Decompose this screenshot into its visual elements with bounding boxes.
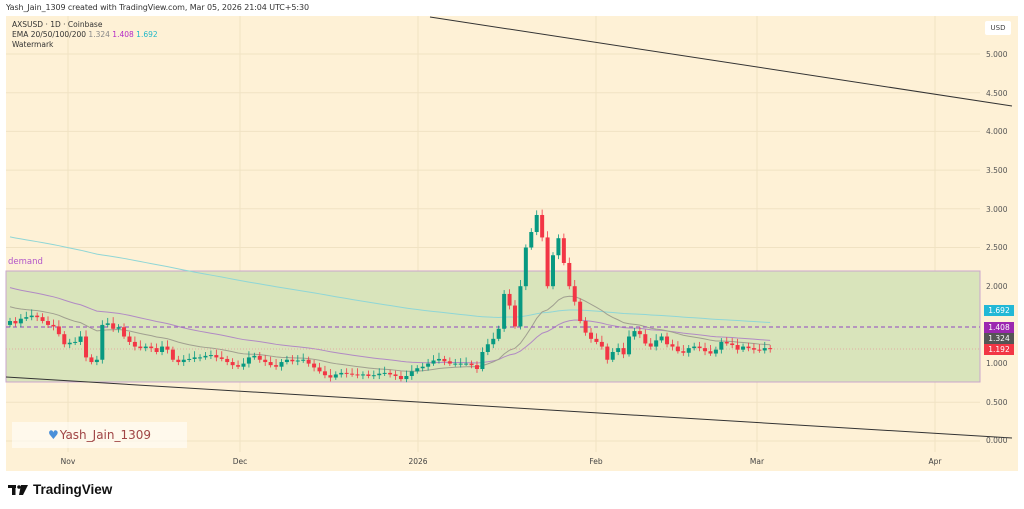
time-tick: Mar: [749, 457, 765, 466]
legend: AXSUSD · 1D · Coinbase EMA 20/50/100/200…: [12, 20, 158, 50]
demand-zone-label: demand: [8, 257, 43, 267]
watermark-legend-row[interactable]: Watermark: [12, 40, 54, 49]
tradingview-logo-icon: [8, 484, 28, 495]
ema-50-line[interactable]: [9, 295, 771, 372]
price-tick: 4.500: [986, 89, 1008, 98]
ema-value-2: 1.408: [112, 30, 134, 39]
time-tick: Feb: [589, 457, 603, 466]
price-tick: 5.000: [986, 50, 1008, 59]
price-tick: 4.000: [986, 127, 1008, 136]
time-tick: 2026: [408, 457, 428, 466]
lower-trendline[interactable]: [5, 376, 1013, 439]
heart-icon: ♥: [48, 428, 59, 442]
ema-label: EMA 20/50/100/200: [12, 30, 87, 39]
current-price-badge: 1.192: [984, 344, 1014, 355]
symbol-line: AXSUSD · 1D · Coinbase: [12, 20, 103, 29]
upper-trendline[interactable]: [429, 16, 1013, 107]
ema-200-badge: 1.692: [984, 305, 1014, 316]
price-tick: 0.500: [986, 398, 1008, 407]
time-tick: Dec: [232, 457, 248, 466]
price-tick: 2.000: [986, 282, 1008, 291]
price-tick: 1.000: [986, 359, 1008, 368]
candlestick-series[interactable]: [8, 209, 773, 383]
ema-value-1: 1.324: [88, 30, 110, 39]
price-tick: 0.000: [986, 436, 1008, 445]
brand-name: TradingView: [33, 482, 113, 497]
watermark: ♥ Yash_Jain_1309: [12, 422, 187, 448]
ema-100-line[interactable]: [9, 287, 771, 364]
ema-value-3: 1.692: [136, 30, 158, 39]
tradingview-brand[interactable]: TradingView: [8, 482, 112, 497]
price-tick: 2.500: [986, 243, 1008, 252]
gridlines: [6, 16, 980, 452]
ema-50-badge: 1.408: [984, 322, 1014, 333]
ema-20-badge: 1.324: [984, 333, 1014, 344]
attribution-text: Yash_Jain_1309 created with TradingView.…: [6, 3, 309, 12]
price-tick: 3.500: [986, 166, 1008, 175]
price-tick: 3.000: [986, 205, 1008, 214]
ema-legend-row[interactable]: EMA 20/50/100/200 1.324 1.408 1.692: [12, 30, 158, 40]
watermark-text: Yash_Jain_1309: [59, 428, 152, 442]
chart-area[interactable]: [6, 16, 1018, 471]
time-tick: Apr: [928, 457, 942, 466]
time-tick: Nov: [60, 457, 76, 466]
ema-200-line[interactable]: [9, 236, 771, 324]
currency-button[interactable]: USD: [985, 21, 1011, 35]
